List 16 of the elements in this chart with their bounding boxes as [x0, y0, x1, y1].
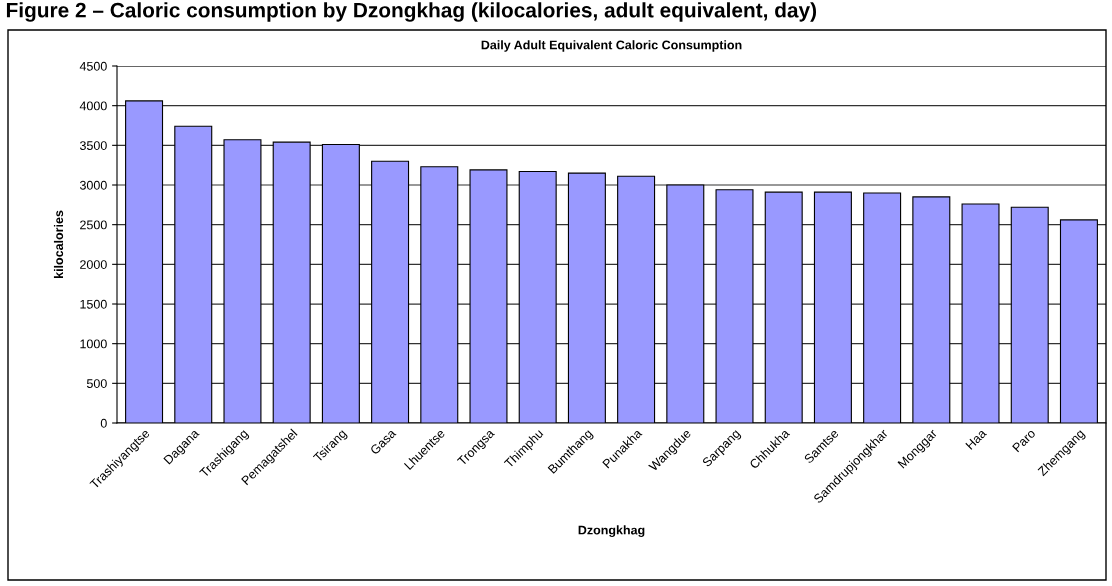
y-tick-label: 1000 [80, 339, 107, 349]
y-tick-label: 2000 [80, 260, 107, 269]
y-tick-label: 2500 [80, 220, 107, 230]
y-tick-label: 0 [100, 418, 107, 428]
x-axis-title: Dzongkhag [578, 525, 645, 538]
chart-subtitle: Daily Adult Equivalent Caloric Consumption [481, 40, 742, 52]
y-tick-label: 1500 [80, 299, 107, 309]
y-tick-label: 500 [86, 379, 107, 388]
x-tick-label: Haa [965, 428, 988, 450]
x-tick-label: Paro [1012, 428, 1036, 453]
y-tick-label: 4500 [79, 61, 107, 71]
y-axis-title: kilocalories [53, 210, 64, 279]
chart-title: Figure 2 – Caloric consumption by Dzongkhag (kilocalories, adult equivalent, day) [6, 2, 817, 22]
y-tick-label: 4000 [79, 101, 107, 111]
y-tick-label: 3500 [79, 141, 107, 150]
y-tick-label: 3000 [79, 180, 107, 190]
